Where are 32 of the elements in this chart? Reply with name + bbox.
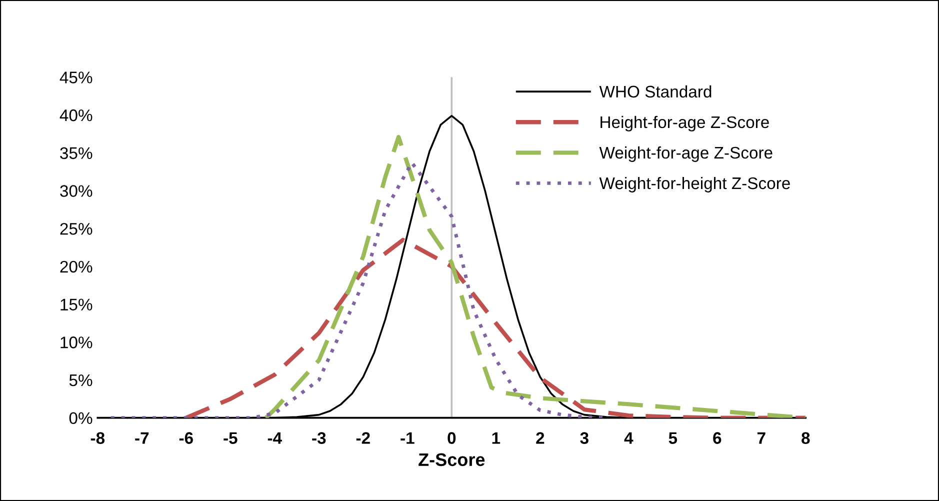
- x-tick-label: 1: [492, 432, 500, 444]
- y-tick-label: 15%: [60, 298, 92, 310]
- y-tick-label: 5%: [69, 374, 92, 386]
- x-tick-label: -5: [224, 432, 238, 444]
- legend-label: Weight-for-age Z-Score: [599, 146, 772, 162]
- x-tick-label: 0: [448, 432, 456, 444]
- y-tick-label: 0%: [69, 412, 92, 424]
- y-tick-label: 30%: [60, 185, 92, 197]
- x-tick-label: 6: [713, 432, 722, 444]
- x-axis-title: Z-Score: [418, 453, 485, 466]
- x-tick-label: -3: [312, 432, 326, 444]
- y-tick-label: 10%: [60, 336, 92, 348]
- y-tick-label: 25%: [60, 222, 92, 235]
- x-tick-label: 8: [802, 432, 810, 444]
- x-tick-label: -6: [179, 432, 193, 444]
- x-tick-label: -7: [135, 432, 149, 444]
- x-tick-label: 4: [624, 432, 634, 444]
- x-tick-label: 7: [757, 432, 766, 444]
- x-tick-label: 3: [580, 432, 588, 444]
- legend-label: Weight-for-height Z-Score: [599, 176, 790, 192]
- legend-label: Height-for-age Z-Score: [600, 116, 769, 132]
- x-tick-label: 5: [668, 432, 678, 444]
- y-tick-label: 35%: [60, 147, 92, 160]
- x-tick-label: -1: [400, 432, 414, 444]
- y-tick-label: 45%: [60, 72, 92, 84]
- x-tick-label: -8: [90, 432, 105, 444]
- x-tick-label: 2: [536, 432, 544, 444]
- y-tick-label: 20%: [60, 260, 92, 273]
- x-tick-label: -2: [356, 432, 370, 444]
- legend-label: WHO Standard: [599, 85, 712, 98]
- x-tick-label: -4: [268, 432, 282, 444]
- y-tick-label: 40%: [60, 109, 92, 122]
